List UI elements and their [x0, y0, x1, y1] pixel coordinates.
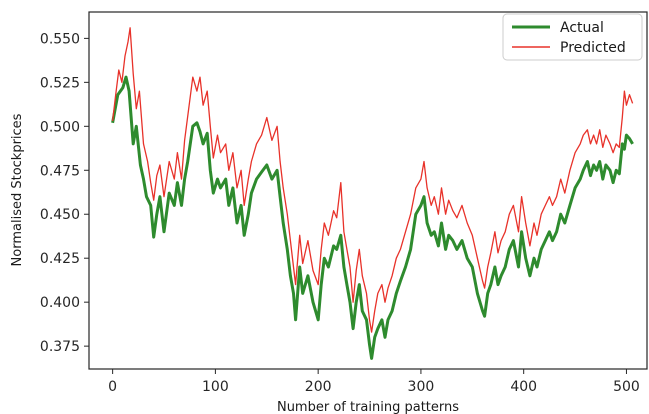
- y-tick-label: 0.425: [40, 251, 80, 267]
- x-tick-label: 0: [108, 379, 117, 395]
- y-tick-label: 0.550: [40, 31, 80, 47]
- legend: Actual Predicted: [502, 13, 643, 61]
- y-tick-label: 0.525: [40, 75, 80, 91]
- y-axis: 0.375 0.400 0.425 0.450 0.475 0.500 0.525 0.550: [40, 31, 89, 355]
- plot-area: [88, 11, 648, 370]
- legend-label-actual: Actual: [560, 20, 604, 36]
- y-tick-label: 0.450: [40, 207, 80, 223]
- x-tick-label: 400: [510, 379, 537, 395]
- x-tick-label: 200: [305, 379, 332, 395]
- x-tick-label: 300: [408, 379, 435, 395]
- x-tick-label: 100: [202, 379, 229, 395]
- y-tick-label: 0.375: [40, 339, 80, 355]
- x-axis: 0 100 200 300 400 500: [108, 369, 640, 395]
- y-tick-label: 0.500: [40, 119, 80, 135]
- x-axis-label: Number of training patterns: [277, 400, 459, 414]
- x-tick-label: 500: [613, 379, 640, 395]
- y-tick-label: 0.475: [40, 163, 80, 179]
- series-layer: [111, 27, 634, 360]
- y-axis-label: Normalised Stockprices: [10, 113, 25, 266]
- series-line-predicted: [111, 27, 634, 333]
- series-line-actual: [111, 75, 634, 360]
- y-tick-label: 0.400: [40, 295, 80, 311]
- legend-label-predicted: Predicted: [560, 40, 626, 56]
